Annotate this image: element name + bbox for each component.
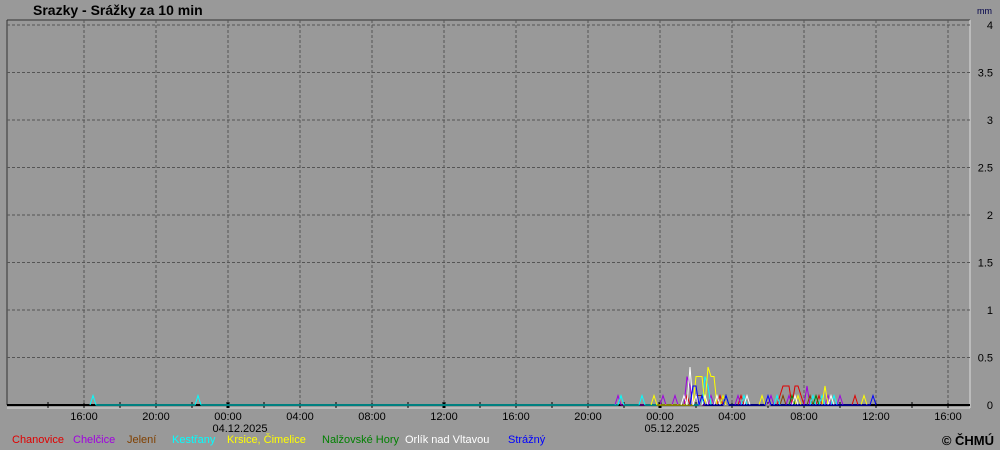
legend-item: Kestřany <box>172 434 216 446</box>
series-line-4 <box>650 366 868 406</box>
x-tick-label: 20:00 <box>574 411 602 423</box>
x-tick-label: 16:00 <box>70 411 98 423</box>
y-tick-label: 0.5 <box>978 353 993 365</box>
x-tick-label: 12:00 <box>862 411 890 423</box>
y-tick-label: 1 <box>987 305 993 317</box>
y-tick-label: 2.5 <box>978 163 993 175</box>
series-line-0 <box>683 385 859 406</box>
x-tick-label: 00:00 <box>214 411 242 423</box>
series-line-7 <box>689 385 877 406</box>
y-tick-label: 3.5 <box>978 68 993 80</box>
y-tick-label: 1.5 <box>978 258 993 270</box>
legend-item: Jelení <box>127 434 157 446</box>
x-tick-label: 20:00 <box>142 411 170 423</box>
legend-item: Krsice, Čimelice <box>227 434 306 446</box>
y-tick-label: 0 <box>987 400 993 412</box>
x-tick-label: 04:00 <box>718 411 746 423</box>
x-tick-label: 16:00 <box>502 411 530 423</box>
series-line-6 <box>680 366 835 406</box>
legend-item: Strážný <box>508 434 546 446</box>
copyright: © ČHMÚ <box>941 433 994 448</box>
x-tick-label: 04:00 <box>286 411 314 423</box>
y-axis-unit: mm <box>977 6 992 16</box>
legend-item: Chanovice <box>12 434 64 446</box>
x-tick-label: 00:00 <box>646 411 674 423</box>
plot-area <box>7 20 970 405</box>
legend-item: Chelčice <box>73 434 116 446</box>
y-tick-label: 2 <box>987 210 993 222</box>
x-tick-label: 08:00 <box>790 411 818 423</box>
x-tick-label: 12:00 <box>430 411 458 423</box>
x-date-label: 04.12.2025 <box>212 423 267 435</box>
chart-title: Srazky - Srážky za 10 min <box>33 2 203 18</box>
x-tick-label: 08:00 <box>358 411 386 423</box>
y-tick-label: 4 <box>987 20 993 32</box>
y-tick-label: 3 <box>987 115 993 127</box>
legend-item: Nalžovské Hory <box>322 434 400 446</box>
x-date-label: 05.12.2025 <box>644 423 699 435</box>
legend-item: Orlík nad Vltavou <box>405 434 490 446</box>
x-tick-label: 16:00 <box>934 411 962 423</box>
